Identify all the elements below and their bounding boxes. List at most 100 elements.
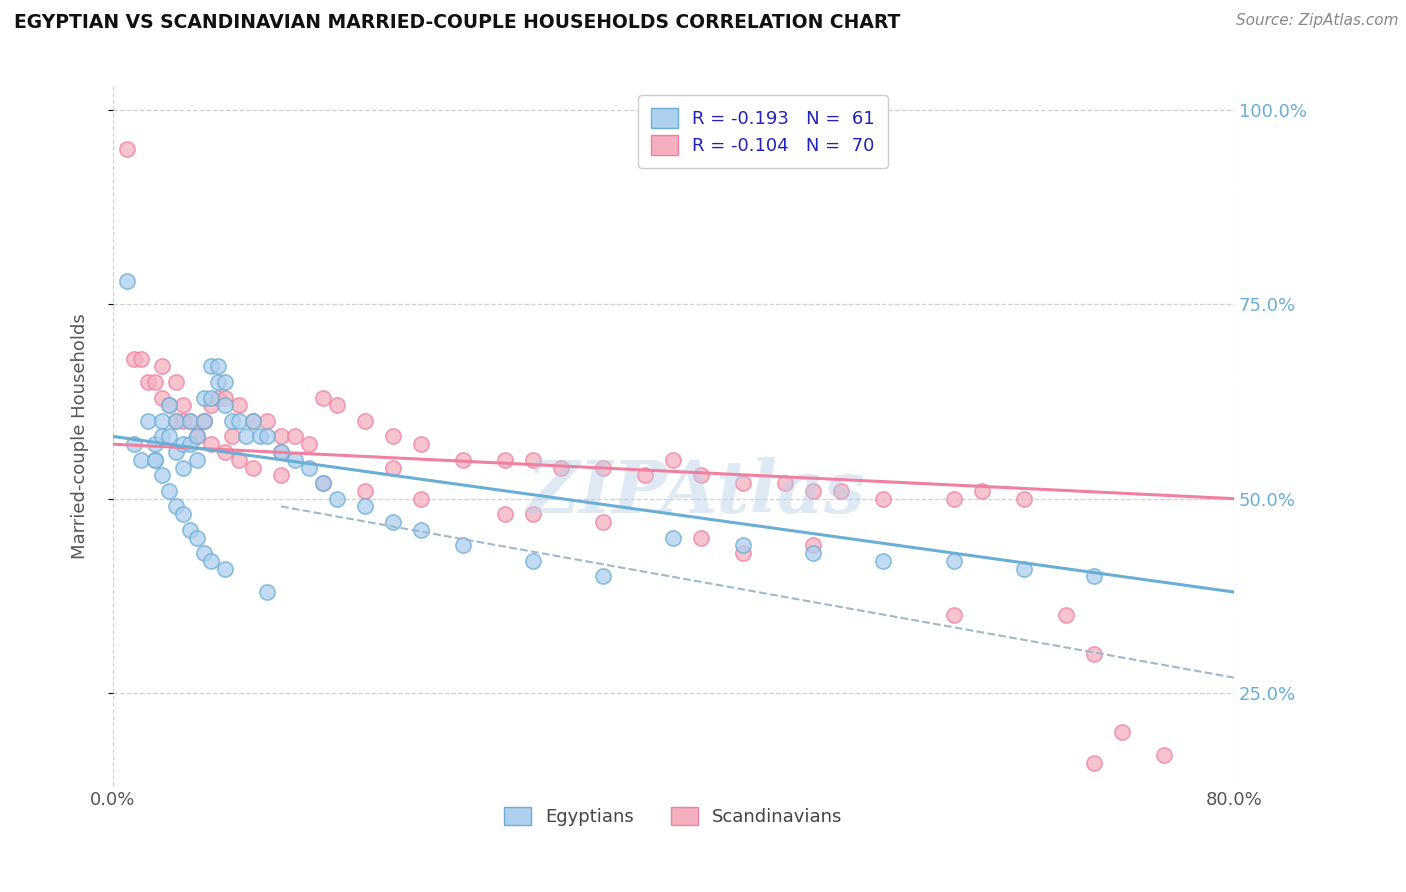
Point	[122, 437, 145, 451]
Point	[172, 507, 194, 521]
Point	[942, 554, 965, 568]
Point	[115, 274, 138, 288]
Point	[411, 437, 433, 451]
Point	[1012, 562, 1035, 576]
Point	[179, 437, 201, 451]
Point	[122, 351, 145, 366]
Point	[284, 452, 307, 467]
Point	[1083, 569, 1105, 583]
Point	[150, 359, 173, 374]
Point	[270, 445, 292, 459]
Legend: Egyptians, Scandinavians: Egyptians, Scandinavians	[496, 799, 849, 833]
Point	[592, 515, 614, 529]
Point	[270, 445, 292, 459]
Point	[165, 414, 187, 428]
Point	[354, 483, 377, 498]
Point	[207, 359, 229, 374]
Point	[186, 429, 208, 443]
Point	[298, 437, 321, 451]
Point	[186, 531, 208, 545]
Point	[249, 429, 271, 443]
Point	[165, 375, 187, 389]
Point	[172, 460, 194, 475]
Point	[157, 429, 180, 443]
Point	[522, 554, 544, 568]
Point	[733, 476, 755, 491]
Point	[143, 452, 166, 467]
Point	[143, 452, 166, 467]
Text: Source: ZipAtlas.com: Source: ZipAtlas.com	[1236, 13, 1399, 29]
Point	[411, 523, 433, 537]
Point	[256, 429, 278, 443]
Point	[382, 460, 405, 475]
Point	[494, 507, 516, 521]
Point	[214, 375, 236, 389]
Point	[270, 429, 292, 443]
Point	[165, 414, 187, 428]
Point	[1083, 647, 1105, 661]
Point	[803, 483, 825, 498]
Point	[733, 538, 755, 552]
Point	[157, 483, 180, 498]
Point	[129, 452, 152, 467]
Point	[382, 515, 405, 529]
Point	[193, 391, 215, 405]
Point	[207, 375, 229, 389]
Point	[830, 483, 852, 498]
Point	[214, 445, 236, 459]
Point	[193, 414, 215, 428]
Point	[186, 452, 208, 467]
Point	[1012, 491, 1035, 506]
Point	[312, 476, 335, 491]
Point	[242, 414, 264, 428]
Point	[970, 483, 993, 498]
Point	[312, 476, 335, 491]
Point	[221, 414, 243, 428]
Point	[200, 398, 222, 412]
Point	[214, 398, 236, 412]
Point	[592, 460, 614, 475]
Point	[193, 414, 215, 428]
Point	[214, 562, 236, 576]
Point	[775, 476, 797, 491]
Point	[270, 468, 292, 483]
Point	[186, 429, 208, 443]
Point	[235, 429, 257, 443]
Point	[150, 468, 173, 483]
Point	[186, 429, 208, 443]
Point	[733, 546, 755, 560]
Point	[143, 375, 166, 389]
Text: EGYPTIAN VS SCANDINAVIAN MARRIED-COUPLE HOUSEHOLDS CORRELATION CHART: EGYPTIAN VS SCANDINAVIAN MARRIED-COUPLE …	[14, 13, 900, 32]
Point	[115, 142, 138, 156]
Point	[942, 491, 965, 506]
Point	[662, 531, 685, 545]
Point	[872, 491, 894, 506]
Point	[494, 452, 516, 467]
Point	[1111, 725, 1133, 739]
Point	[228, 398, 250, 412]
Y-axis label: Married-couple Households: Married-couple Households	[72, 314, 89, 559]
Point	[326, 398, 349, 412]
Point	[1083, 756, 1105, 771]
Point	[157, 398, 180, 412]
Point	[634, 468, 657, 483]
Point	[143, 437, 166, 451]
Point	[662, 452, 685, 467]
Point	[172, 437, 194, 451]
Point	[354, 414, 377, 428]
Point	[207, 391, 229, 405]
Point	[354, 500, 377, 514]
Point	[221, 429, 243, 443]
Point	[129, 351, 152, 366]
Point	[193, 414, 215, 428]
Point	[284, 429, 307, 443]
Point	[872, 554, 894, 568]
Point	[136, 375, 159, 389]
Point	[179, 414, 201, 428]
Point	[200, 391, 222, 405]
Point	[200, 437, 222, 451]
Point	[256, 585, 278, 599]
Point	[326, 491, 349, 506]
Point	[451, 538, 474, 552]
Point	[200, 554, 222, 568]
